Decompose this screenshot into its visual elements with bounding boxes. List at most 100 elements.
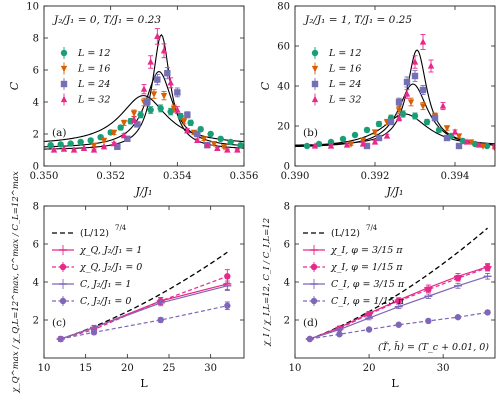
series-line — [60, 305, 228, 340]
data-point — [327, 142, 335, 149]
data-point — [197, 126, 204, 133]
legend-label: χ_Q, J₂/J₁ = 0 — [79, 262, 142, 273]
series-l-32 — [311, 34, 495, 149]
data-point — [150, 91, 158, 98]
data-point — [423, 118, 431, 126]
data-point — [439, 102, 447, 109]
legend-marker — [60, 49, 68, 57]
data-point — [177, 113, 184, 120]
plot-area — [56, 251, 232, 343]
data-point — [383, 132, 391, 139]
data-point — [194, 136, 201, 143]
data-point — [419, 86, 427, 94]
annotation: J₂/J₁ = 0, T/J₁ = 0.23 — [52, 14, 161, 26]
legend-label-exponent: 7/4 — [115, 224, 127, 232]
fit-curve — [44, 95, 244, 143]
axes-frame — [43, 5, 245, 167]
data-point — [120, 120, 128, 127]
axes-frame — [43, 205, 245, 359]
y-axis-label: C — [259, 81, 272, 90]
x-tick-label: 20 — [121, 363, 134, 374]
data-point — [371, 129, 379, 136]
data-point — [306, 335, 314, 343]
data-point — [454, 275, 462, 282]
x-axis-label: J/J₁ — [134, 185, 153, 198]
data-point — [160, 93, 168, 100]
y-tick-label: 8 — [33, 34, 39, 45]
data-point — [140, 85, 148, 92]
data-point — [154, 76, 161, 83]
y-axis-label: χ_Q^max / χ_Q,L=12^max, C^max / C_L=12^m… — [11, 171, 21, 394]
data-point — [455, 133, 463, 140]
data-point — [371, 138, 379, 145]
panel-label: (b) — [303, 127, 318, 139]
data-point — [210, 141, 218, 148]
data-point — [403, 90, 411, 97]
fit-curve — [295, 83, 495, 148]
data-point — [451, 128, 459, 135]
data-point — [395, 321, 402, 328]
data-point — [167, 108, 174, 115]
data-point — [435, 126, 443, 134]
data-point — [339, 135, 347, 143]
data-point — [365, 326, 373, 333]
x-tick-label: 0.350 — [30, 171, 59, 182]
series-l-24 — [363, 70, 463, 150]
data-point — [124, 135, 131, 142]
legend-label: χ_Q, J₂/J₁ = 1 — [79, 245, 142, 256]
data-point — [134, 121, 141, 128]
data-point — [110, 129, 118, 137]
legend-label: L = 32 — [328, 95, 361, 106]
data-point — [214, 144, 221, 151]
data-point — [411, 72, 419, 80]
x-tick-label: 0.356 — [230, 171, 259, 182]
y-tick-label: 0 — [284, 162, 290, 173]
data-point — [365, 311, 373, 318]
data-point — [87, 137, 94, 144]
data-point — [90, 329, 98, 336]
x-tick-label: 0.392 — [361, 171, 390, 182]
data-point — [100, 137, 108, 145]
data-point — [130, 115, 138, 123]
legend-label: C, J₂/J₁ = 1 — [80, 279, 131, 290]
data-point — [463, 138, 471, 145]
legend-marker — [310, 297, 318, 305]
data-point — [224, 146, 231, 153]
x-tick-label: 0.390 — [281, 171, 310, 182]
legend-marker — [60, 95, 68, 103]
data-point — [234, 146, 241, 153]
data-point — [184, 127, 191, 134]
data-point — [311, 142, 319, 149]
x-axis-label: L — [391, 377, 399, 390]
data-point — [427, 62, 435, 69]
data-point — [454, 313, 462, 321]
fit-curve — [295, 49, 495, 146]
series-l-16 — [90, 89, 228, 151]
data-point — [484, 264, 491, 271]
data-point — [67, 140, 74, 147]
data-point — [114, 143, 121, 150]
fit-curve — [44, 33, 244, 150]
annotation: J₂/J₁ = 1, T/J₁ = 0.25 — [303, 14, 412, 26]
data-point — [180, 118, 188, 125]
data-point — [164, 70, 171, 77]
y-tick-label: 6 — [33, 240, 39, 251]
y-tick-label: 2 — [33, 316, 39, 327]
legend-label: C, J₂/J₁ = 0 — [80, 296, 131, 307]
x-tick-label: 10 — [38, 363, 51, 374]
panel-b: 0.390 0.392 0.394 0 20 40 60 80 J/J₁ C J₂/J₁ = 1, … — [259, 2, 496, 198]
note: (T̃, h̃) = (T_c + 0.01, 0) — [378, 341, 489, 353]
data-point — [174, 89, 181, 96]
data-point — [207, 130, 214, 138]
panel-c: 10 15 20 25 30 2 4 6 8 Lχ_Q^max / χ_Q,L=12^max, C… — [11, 171, 245, 394]
x-tick-label: 0.352 — [96, 171, 125, 182]
legend-marker — [59, 297, 67, 305]
y-tick-label: 6 — [284, 240, 290, 251]
data-point — [343, 141, 351, 148]
data-point — [363, 126, 371, 134]
legend-marker — [60, 80, 68, 88]
data-point — [167, 79, 174, 86]
data-point — [187, 119, 194, 127]
data-point — [411, 58, 419, 65]
data-point — [80, 144, 88, 151]
